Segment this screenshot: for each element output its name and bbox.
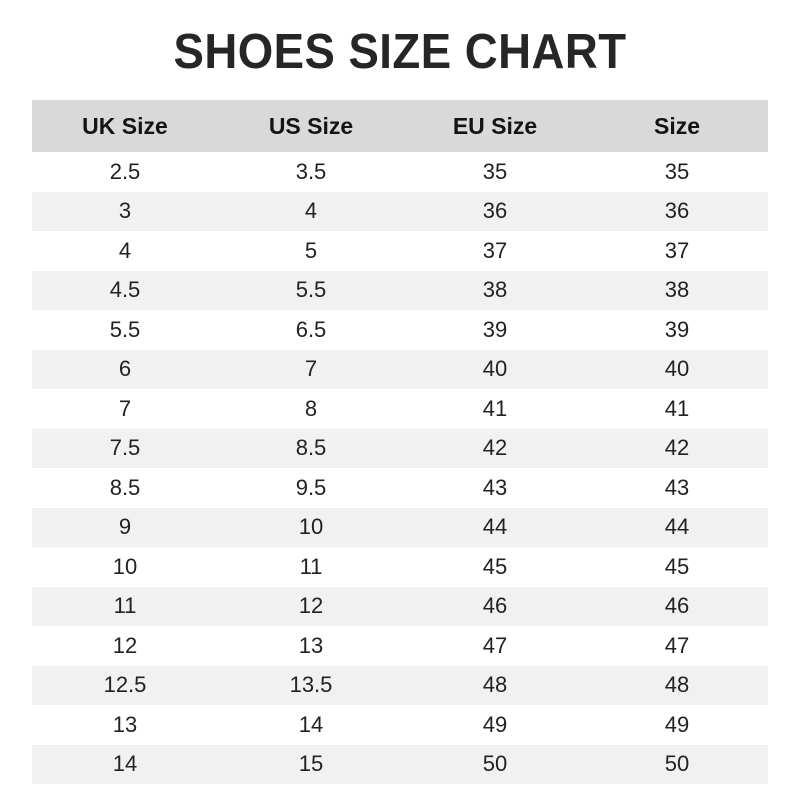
table-body: 2.5 3.5 35 35 3 4 36 36 4 5 37 37 4.5 5.… [32,152,768,784]
table-row: 7 8 41 41 [32,389,768,429]
table-row: 12.5 13.5 48 48 [32,665,768,705]
cell-us-size: 6.5 [218,310,404,350]
shoe-size-table: UK Size US Size EU Size Size 2.5 3.5 35 … [32,100,768,784]
cell-size: 48 [586,665,768,705]
cell-us-size: 13 [218,626,404,666]
table-row: 7.5 8.5 42 42 [32,428,768,468]
cell-us-size: 12 [218,586,404,626]
table-row: 3 4 36 36 [32,191,768,231]
cell-uk-size: 10 [32,547,218,587]
table-header-row: UK Size US Size EU Size Size [32,100,768,152]
cell-us-size: 5.5 [218,270,404,310]
cell-eu-size: 35 [404,152,586,192]
table-row: 4.5 5.5 38 38 [32,270,768,310]
cell-uk-size: 14 [32,744,218,784]
table-row: 12 13 47 47 [32,626,768,666]
cell-eu-size: 45 [404,547,586,587]
cell-uk-size: 9 [32,507,218,547]
cell-size: 38 [586,270,768,310]
cell-uk-size: 7.5 [32,428,218,468]
table-header: UK Size US Size EU Size Size [32,100,768,152]
cell-eu-size: 48 [404,665,586,705]
cell-uk-size: 8.5 [32,468,218,508]
table-row: 14 15 50 50 [32,744,768,784]
cell-size: 49 [586,705,768,745]
cell-eu-size: 43 [404,468,586,508]
cell-uk-size: 12.5 [32,665,218,705]
table-row: 5.5 6.5 39 39 [32,310,768,350]
cell-uk-size: 3 [32,191,218,231]
cell-size: 39 [586,310,768,350]
cell-eu-size: 42 [404,428,586,468]
cell-us-size: 4 [218,191,404,231]
cell-uk-size: 4.5 [32,270,218,310]
cell-size: 42 [586,428,768,468]
cell-eu-size: 49 [404,705,586,745]
cell-size: 43 [586,468,768,508]
table-row: 11 12 46 46 [32,586,768,626]
cell-us-size: 10 [218,507,404,547]
cell-eu-size: 38 [404,270,586,310]
table-row: 4 5 37 37 [32,231,768,271]
cell-uk-size: 7 [32,389,218,429]
cell-eu-size: 36 [404,191,586,231]
cell-size: 45 [586,547,768,587]
cell-uk-size: 2.5 [32,152,218,192]
cell-eu-size: 41 [404,389,586,429]
cell-size: 40 [586,349,768,389]
table-row: 2.5 3.5 35 35 [32,152,768,192]
cell-us-size: 3.5 [218,152,404,192]
cell-uk-size: 13 [32,705,218,745]
column-header-size: Size [586,100,768,152]
cell-size: 47 [586,626,768,666]
cell-us-size: 8.5 [218,428,404,468]
cell-eu-size: 40 [404,349,586,389]
cell-uk-size: 4 [32,231,218,271]
table-row: 8.5 9.5 43 43 [32,468,768,508]
column-header-us-size: US Size [218,100,404,152]
cell-us-size: 7 [218,349,404,389]
cell-us-size: 9.5 [218,468,404,508]
cell-us-size: 13.5 [218,665,404,705]
page-title: SHOES SIZE CHART [173,25,627,79]
cell-eu-size: 44 [404,507,586,547]
cell-us-size: 8 [218,389,404,429]
table-row: 13 14 49 49 [32,705,768,745]
cell-uk-size: 6 [32,349,218,389]
cell-eu-size: 50 [404,744,586,784]
cell-size: 50 [586,744,768,784]
cell-size: 36 [586,191,768,231]
cell-eu-size: 37 [404,231,586,271]
cell-uk-size: 11 [32,586,218,626]
cell-us-size: 15 [218,744,404,784]
cell-eu-size: 47 [404,626,586,666]
cell-uk-size: 12 [32,626,218,666]
table-row: 6 7 40 40 [32,349,768,389]
cell-size: 35 [586,152,768,192]
cell-us-size: 14 [218,705,404,745]
cell-uk-size: 5.5 [32,310,218,350]
cell-size: 41 [586,389,768,429]
table-row: 9 10 44 44 [32,507,768,547]
cell-us-size: 11 [218,547,404,587]
cell-eu-size: 39 [404,310,586,350]
table-row: 10 11 45 45 [32,547,768,587]
cell-size: 37 [586,231,768,271]
column-header-uk-size: UK Size [32,100,218,152]
cell-size: 46 [586,586,768,626]
cell-us-size: 5 [218,231,404,271]
column-header-eu-size: EU Size [404,100,586,152]
cell-eu-size: 46 [404,586,586,626]
cell-size: 44 [586,507,768,547]
